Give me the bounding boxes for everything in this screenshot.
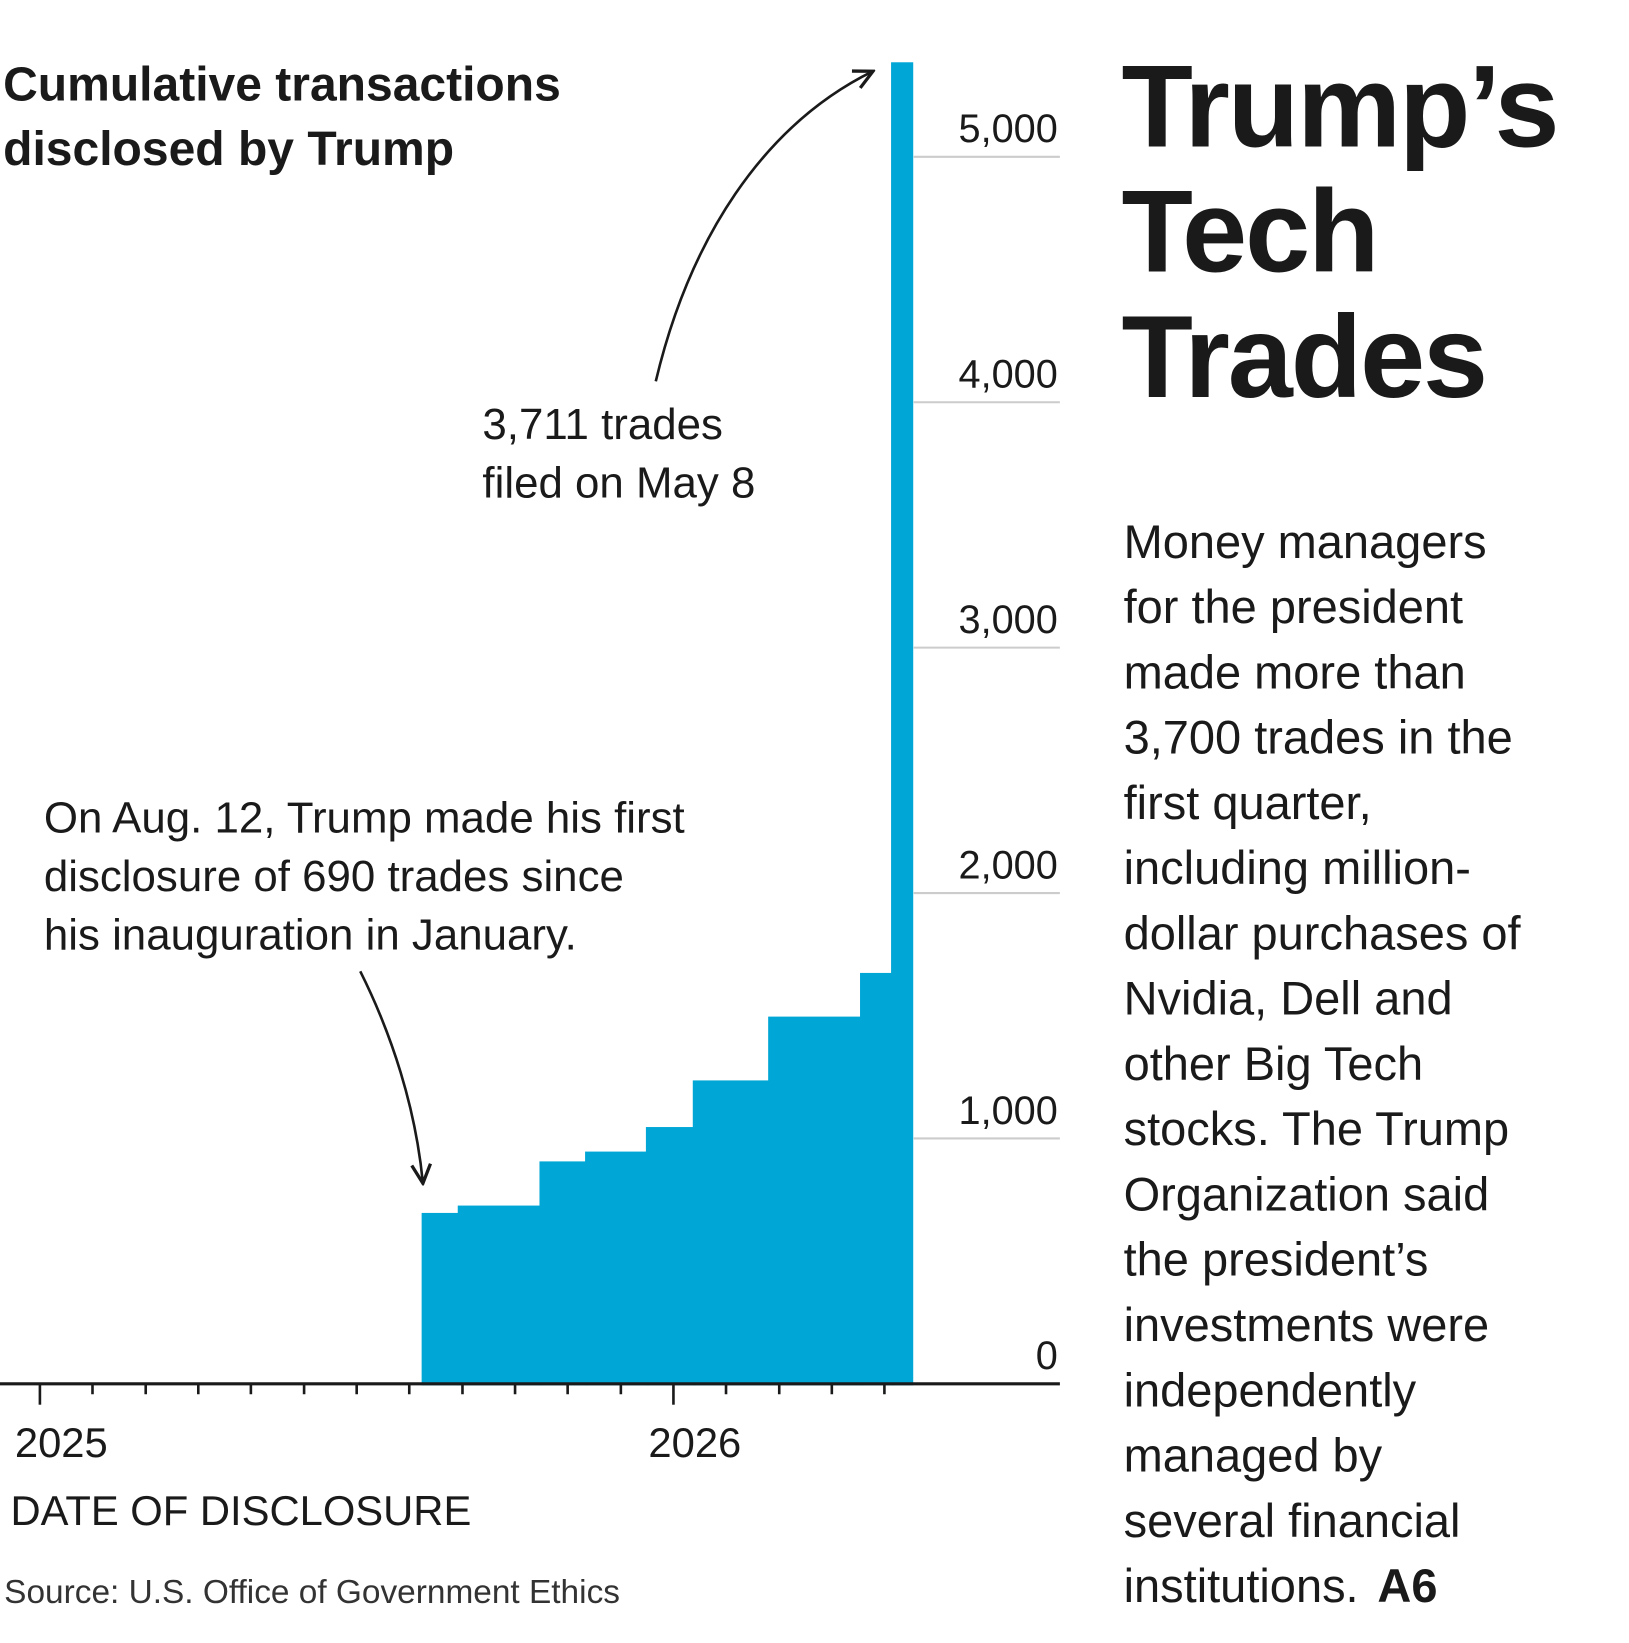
body-text: Money managers — [1124, 515, 1487, 568]
headline: Trades — [1122, 291, 1487, 422]
body-text: made more than — [1124, 645, 1466, 698]
annotation: 3,711 trades — [482, 400, 722, 449]
headline: Trump’s — [1122, 40, 1558, 171]
y-tick-label: 4,000 — [959, 353, 1058, 397]
source: Source: U.S. Office of Government Ethics — [4, 1574, 620, 1611]
body-text: dollar purchases of — [1124, 906, 1522, 959]
annotation: his inauguration in January. — [44, 910, 577, 959]
step-area — [891, 62, 914, 1386]
x-tick-label: 2025 — [15, 1419, 108, 1466]
annotation-arrow — [359, 970, 423, 1183]
step-area — [645, 1127, 696, 1386]
chart-title: disclosed by Trump — [3, 123, 454, 176]
y-tick-label: 0 — [1036, 1334, 1058, 1378]
y-tick-label: 5,000 — [959, 107, 1058, 151]
y-tick-label: 2,000 — [959, 843, 1058, 887]
body-text: Organization said — [1124, 1167, 1490, 1220]
body-text: stocks. The Trump — [1124, 1102, 1510, 1155]
body-text: for the president — [1124, 580, 1464, 633]
annotation: filed on May 8 — [482, 458, 755, 507]
step-area — [457, 1205, 543, 1386]
page-reference: A6 — [1377, 1559, 1437, 1612]
headline: Tech — [1122, 166, 1378, 297]
y-tick-label: 1,000 — [959, 1089, 1058, 1133]
body-text: managed by — [1124, 1429, 1383, 1482]
body-text: investments were — [1124, 1298, 1490, 1351]
step-area — [539, 1161, 589, 1386]
body-text: other Big Tech — [1124, 1037, 1424, 1090]
step-area — [692, 1080, 772, 1386]
body-text: institutions. — [1124, 1559, 1359, 1612]
body-text: first quarter, — [1124, 776, 1372, 829]
body-text: including million- — [1124, 841, 1471, 894]
annotation: On Aug. 12, Trump made his first — [44, 793, 685, 842]
body-text: 3,700 trades in the — [1124, 711, 1513, 764]
body-text: the president’s — [1124, 1233, 1429, 1286]
chart-title: Cumulative transactions — [3, 58, 561, 111]
step-area — [860, 972, 895, 1386]
y-tick-label: 3,000 — [959, 598, 1058, 642]
body-text: independently — [1124, 1363, 1417, 1416]
x-tick-label: 2026 — [648, 1419, 741, 1466]
annotation-arrow — [654, 71, 873, 382]
step-area — [421, 1212, 461, 1386]
step-area — [585, 1151, 650, 1386]
step-area — [768, 1016, 864, 1386]
body-text: several financial — [1124, 1494, 1461, 1547]
body-text: Nvidia, Dell and — [1124, 972, 1453, 1025]
x-axis-label: DATE OF DISCLOSURE — [10, 1487, 471, 1534]
annotation: disclosure of 690 trades since — [44, 852, 624, 901]
